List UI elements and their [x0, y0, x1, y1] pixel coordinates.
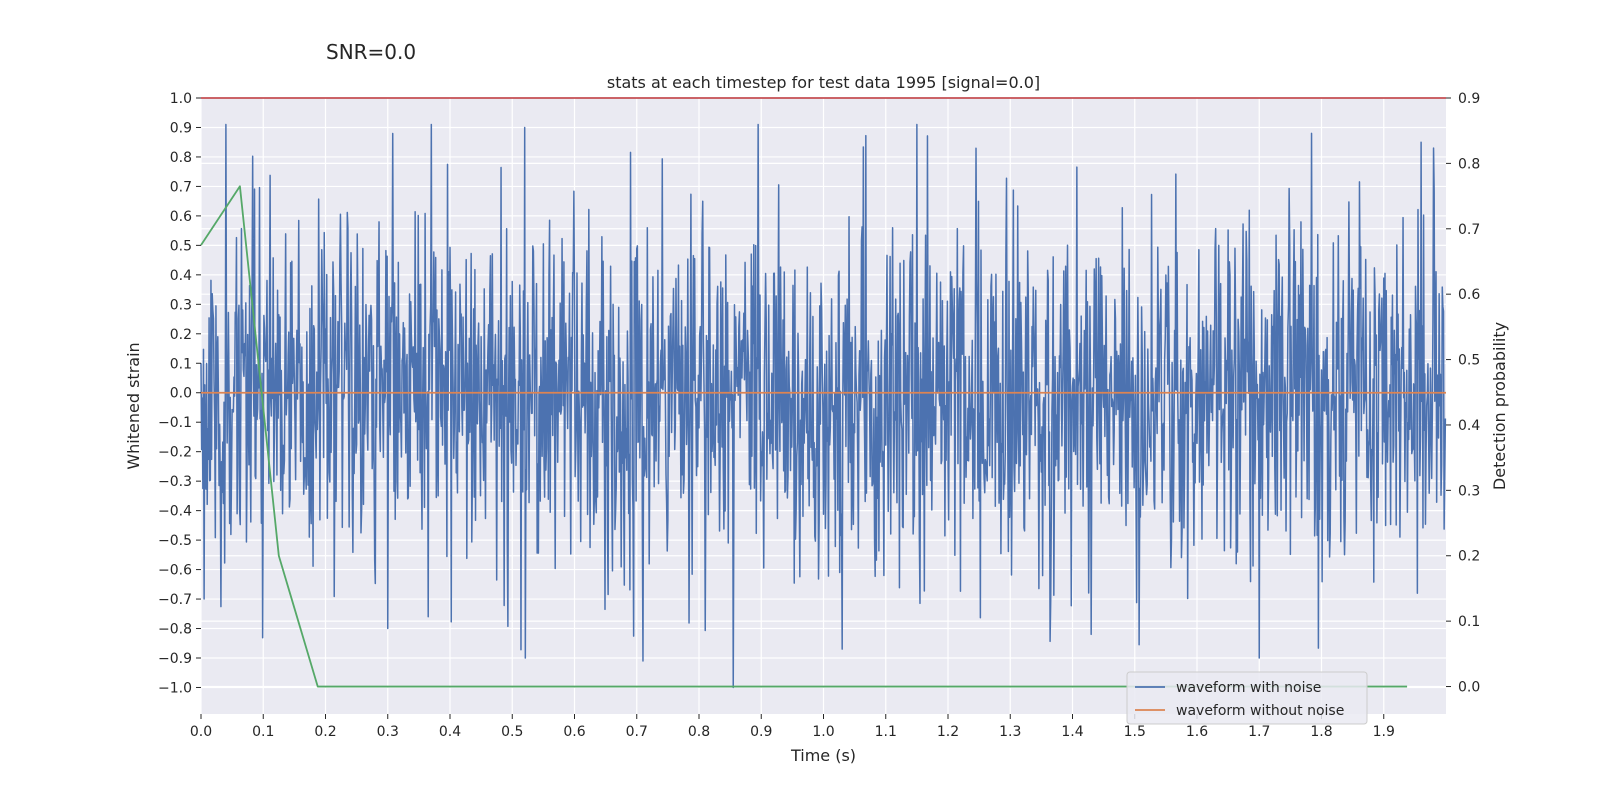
series-layer	[200, 97, 1447, 689]
y2-tick-label-8: 0.1	[1458, 614, 1480, 630]
x-tick-label-13: 1.3	[999, 724, 1021, 740]
x-tick-label-14: 1.4	[1061, 724, 1083, 740]
y-tick-label-10: 0.0	[170, 386, 192, 402]
axes: 0.0 0.1 0.2 0.3 0.4 0.5 0.6 0.7 0.8 0.9 1.0 1.1 1.2 1…	[158, 91, 1480, 740]
y-tick-label-3: 0.7	[170, 179, 192, 195]
y-tick-label-13: −0.3	[158, 474, 192, 490]
y2-tick-label-9: 0.0	[1458, 680, 1480, 696]
y-tick-label-6: 0.4	[170, 268, 192, 284]
y-axis-label: Whitened strain	[124, 342, 143, 469]
y-tick-label-0: 1.0	[170, 91, 192, 107]
x-tick-label-19: 1.9	[1373, 724, 1395, 740]
series-line-waveform-with-noise	[200, 123, 1447, 689]
y2-axis-label: Detection probability	[1490, 322, 1509, 490]
x-tick-label-4: 0.4	[439, 724, 461, 740]
y2-tick-label-0: 0.9	[1458, 91, 1480, 107]
y-tick-label-15: −0.5	[158, 533, 192, 549]
legend-box	[1126, 671, 1368, 725]
y-tick-label-12: −0.2	[158, 445, 192, 461]
x-tick-label-8: 0.8	[688, 724, 710, 740]
x-tick-label-15: 1.5	[1124, 724, 1146, 740]
x-tick-label-0: 0.0	[190, 724, 212, 740]
x-tick-label-18: 1.8	[1310, 724, 1332, 740]
x-tick-label-10: 1.0	[812, 724, 834, 740]
x-tick-label-16: 1.6	[1186, 724, 1208, 740]
y2-tick-label-6: 0.3	[1458, 483, 1480, 499]
y-tick-label-19: −0.9	[158, 651, 192, 667]
y-tick-label-5: 0.5	[170, 238, 192, 254]
x-tick-label-5: 0.5	[501, 724, 523, 740]
y-tick-label-2: 0.8	[170, 150, 192, 166]
series-line-detection-probability	[200, 185, 1408, 688]
legend: waveform with noise waveform without noi…	[1126, 671, 1368, 725]
y-tick-label-16: −0.6	[158, 563, 192, 579]
y2-tick-label-7: 0.2	[1458, 549, 1480, 565]
y-tick-label-17: −0.7	[158, 592, 192, 608]
y-tick-label-11: −0.1	[158, 415, 192, 431]
x-tick-label-6: 0.6	[563, 724, 585, 740]
y-tick-label-7: 0.3	[170, 297, 192, 313]
y2-tick-label-1: 0.8	[1458, 156, 1480, 172]
y-tick-label-20: −1.0	[158, 680, 192, 696]
figure-title: SNR=0.0	[326, 40, 417, 64]
y2-tick-label-5: 0.4	[1458, 418, 1480, 434]
y-tick-label-9: 0.1	[170, 356, 192, 372]
y2-tick-label-4: 0.5	[1458, 353, 1480, 369]
x-tick-label-7: 0.7	[626, 724, 648, 740]
x-tick-label-2: 0.2	[314, 724, 336, 740]
x-axis-label: Time (s)	[790, 746, 856, 765]
legend-label-waveform-without-noise: waveform without noise	[1176, 703, 1344, 719]
legend-label-waveform-with-noise: waveform with noise	[1176, 680, 1321, 696]
y-tick-label-1: 0.9	[170, 120, 192, 136]
x-tick-label-1: 0.1	[252, 724, 274, 740]
y-tick-label-4: 0.6	[170, 209, 192, 225]
x-tick-label-11: 1.1	[875, 724, 897, 740]
x-tick-label-17: 1.7	[1248, 724, 1270, 740]
x-tick-label-9: 0.9	[750, 724, 772, 740]
x-tick-label-12: 1.2	[937, 724, 959, 740]
y2-tick-label-3: 0.6	[1458, 287, 1480, 303]
y-tick-label-8: 0.2	[170, 327, 192, 343]
y-tick-label-14: −0.4	[158, 504, 192, 520]
chart-title: stats at each timestep for test data 199…	[607, 73, 1040, 92]
x-tick-label-3: 0.3	[377, 724, 399, 740]
y-tick-label-18: −0.8	[158, 622, 192, 638]
y2-tick-label-2: 0.7	[1458, 222, 1480, 238]
